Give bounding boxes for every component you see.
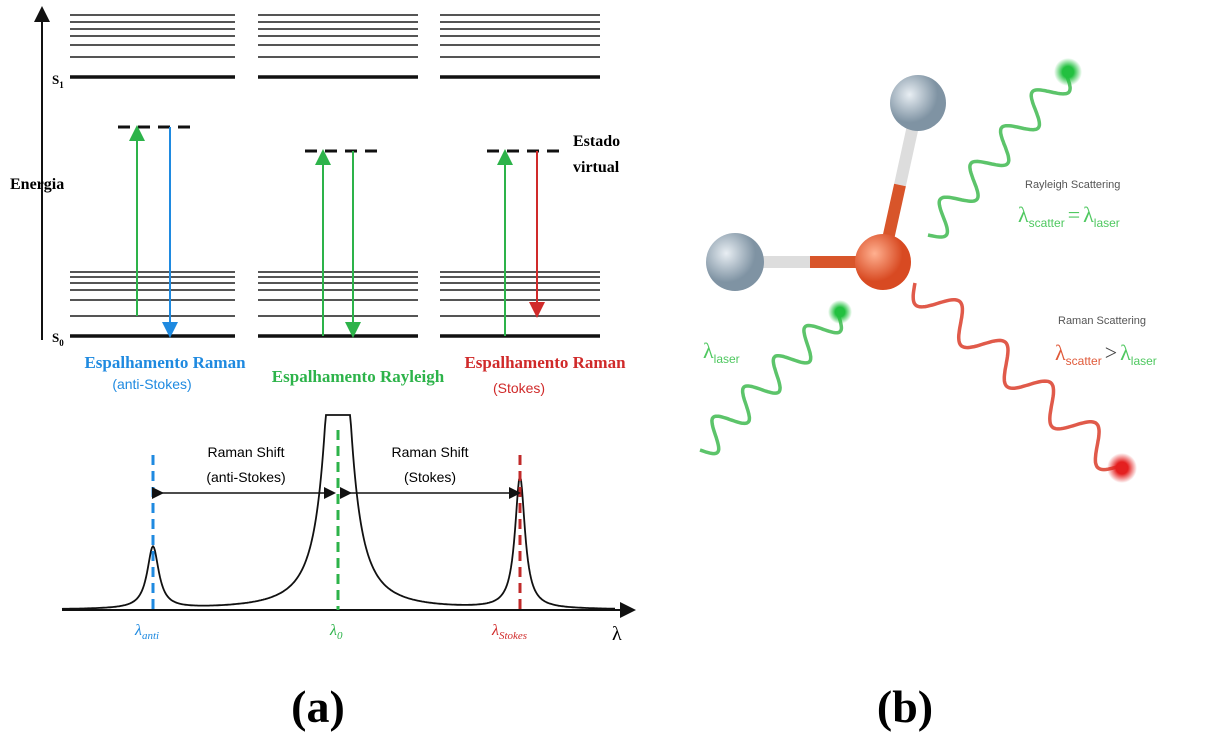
column-title: Espalhamento Raman — [84, 353, 246, 372]
molecule — [706, 75, 946, 291]
shift-label: Raman Shift(anti-Stokes) — [206, 444, 285, 485]
peak-label: λStokes — [491, 622, 527, 642]
axis-label: Energia — [10, 176, 64, 193]
rayleigh-equation: λscatter=λlaser — [1018, 202, 1120, 230]
photon — [1107, 453, 1137, 483]
wave — [928, 74, 1070, 237]
column-title: Espalhamento Rayleigh — [272, 367, 445, 386]
rayleigh-title: Rayleigh Scattering — [1025, 179, 1120, 191]
energy-levels — [70, 15, 600, 336]
laser-label: λlaser — [703, 338, 740, 366]
column-subtitle: (Stokes) — [493, 380, 545, 396]
spectrum-axis-label: λ — [612, 623, 622, 645]
panel-label: (b) — [877, 681, 933, 732]
raman-title: Raman Scattering — [1058, 315, 1146, 327]
column-title: Espalhamento Raman — [464, 353, 626, 372]
figure: Energia S1 S0 Estadovirtual Espalhamento… — [0, 0, 1205, 735]
level-label: S1 — [52, 72, 64, 90]
panel-label: (a) — [291, 681, 345, 732]
peak-label: λ0 — [329, 622, 343, 642]
photon — [1054, 58, 1082, 86]
column-subtitle: (anti-Stokes) — [112, 376, 191, 392]
transitions — [137, 127, 537, 336]
wave — [913, 283, 1120, 470]
shift-label: Raman Shift(Stokes) — [391, 444, 468, 485]
photon — [828, 300, 852, 324]
peak-label: λanti — [134, 622, 159, 642]
level-label: S0 — [52, 330, 64, 348]
wave — [700, 314, 841, 454]
virtual-states — [118, 127, 567, 151]
raman-equation: λscatter>λlaser — [1055, 340, 1157, 368]
